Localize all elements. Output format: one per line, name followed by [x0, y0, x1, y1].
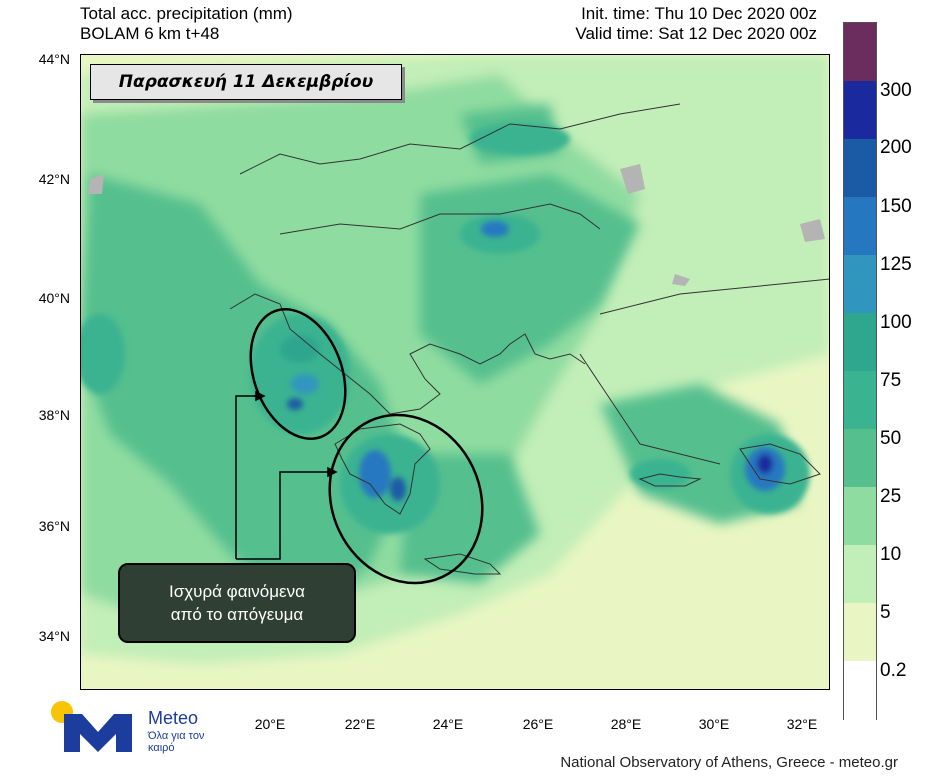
lon-label: 22°E	[344, 716, 376, 732]
colorbar-label: 75	[880, 370, 902, 391]
model-label: BOLAM 6 km t+48	[80, 24, 220, 43]
date-banner: Παρασκευή 11 Δεκεμβρίου	[90, 64, 402, 100]
valid-time: Valid time: Sat 12 Dec 2020 00z	[575, 24, 817, 43]
init-time: Init. time: Thu 10 Dec 2020 00z	[581, 4, 817, 23]
highlight-ellipse-ionian	[249, 308, 347, 440]
lon-label: 32°E	[786, 716, 818, 732]
colorbar-label: 200	[880, 137, 912, 158]
callout-line-1: Ισχυρά φαινόμενα	[169, 582, 305, 601]
colorbar-label: 0.2	[880, 660, 907, 681]
lat-label: 36°N	[38, 518, 70, 534]
colorbar-label: 5	[880, 602, 891, 623]
colorbar-segment	[844, 81, 876, 140]
lon-label: 24°E	[432, 716, 464, 732]
lon-label: 30°E	[698, 716, 730, 732]
map-title: Total acc. precipitation (mm)	[80, 4, 293, 23]
colorbar-label: 125	[880, 254, 912, 275]
lat-label: 42°N	[38, 171, 70, 187]
colorbar-label: 10	[880, 544, 902, 565]
map-border	[80, 54, 830, 690]
coastlines	[229, 103, 830, 575]
colorbar-segment	[844, 23, 876, 82]
colorbar-segment	[844, 313, 876, 372]
colorbar-segment	[844, 545, 876, 604]
lat-label: 38°N	[38, 407, 70, 423]
colorbar-label: 25	[880, 486, 902, 507]
logo-tagline: Όλα για τον καιρό	[148, 730, 205, 754]
colorbar-segment	[844, 197, 876, 256]
lat-label: 34°N	[38, 628, 70, 644]
no-data-patches	[88, 164, 825, 286]
colorbar	[843, 22, 877, 720]
colorbar-segment	[844, 139, 876, 198]
callout-line-2: από το απόγευμα	[170, 605, 304, 624]
colorbar-label: 50	[880, 428, 902, 449]
callout-box: Ισχυρά φαινόμενα από το απόγευμα	[118, 563, 356, 643]
highlight-ellipse-peloponnese	[328, 413, 484, 585]
lat-label: 40°N	[38, 290, 70, 306]
credit-line: National Observatory of Athens, Greece -…	[560, 754, 898, 771]
colorbar-segment	[844, 661, 876, 720]
precip-field-intense	[280, 221, 785, 501]
colorbar-label: 100	[880, 312, 912, 333]
map-canvas	[80, 54, 830, 690]
lat-label: 44°N	[38, 51, 70, 67]
colorbar-segment	[844, 255, 876, 314]
meteo-logo	[51, 701, 132, 752]
callout-arrows	[235, 390, 338, 560]
colorbar-label: 150	[880, 196, 912, 217]
logo-m-icon	[64, 714, 132, 752]
lon-label: 20°E	[254, 716, 286, 732]
lon-label: 28°E	[610, 716, 642, 732]
colorbar-segment	[844, 487, 876, 546]
colorbar-segment	[844, 371, 876, 430]
colorbar-label: 300	[880, 80, 912, 101]
lon-label: 26°E	[522, 716, 554, 732]
colorbar-segment	[844, 603, 876, 662]
colorbar-segment	[844, 429, 876, 488]
logo-name: Meteo	[148, 708, 199, 728]
precipitation-map	[80, 54, 830, 690]
